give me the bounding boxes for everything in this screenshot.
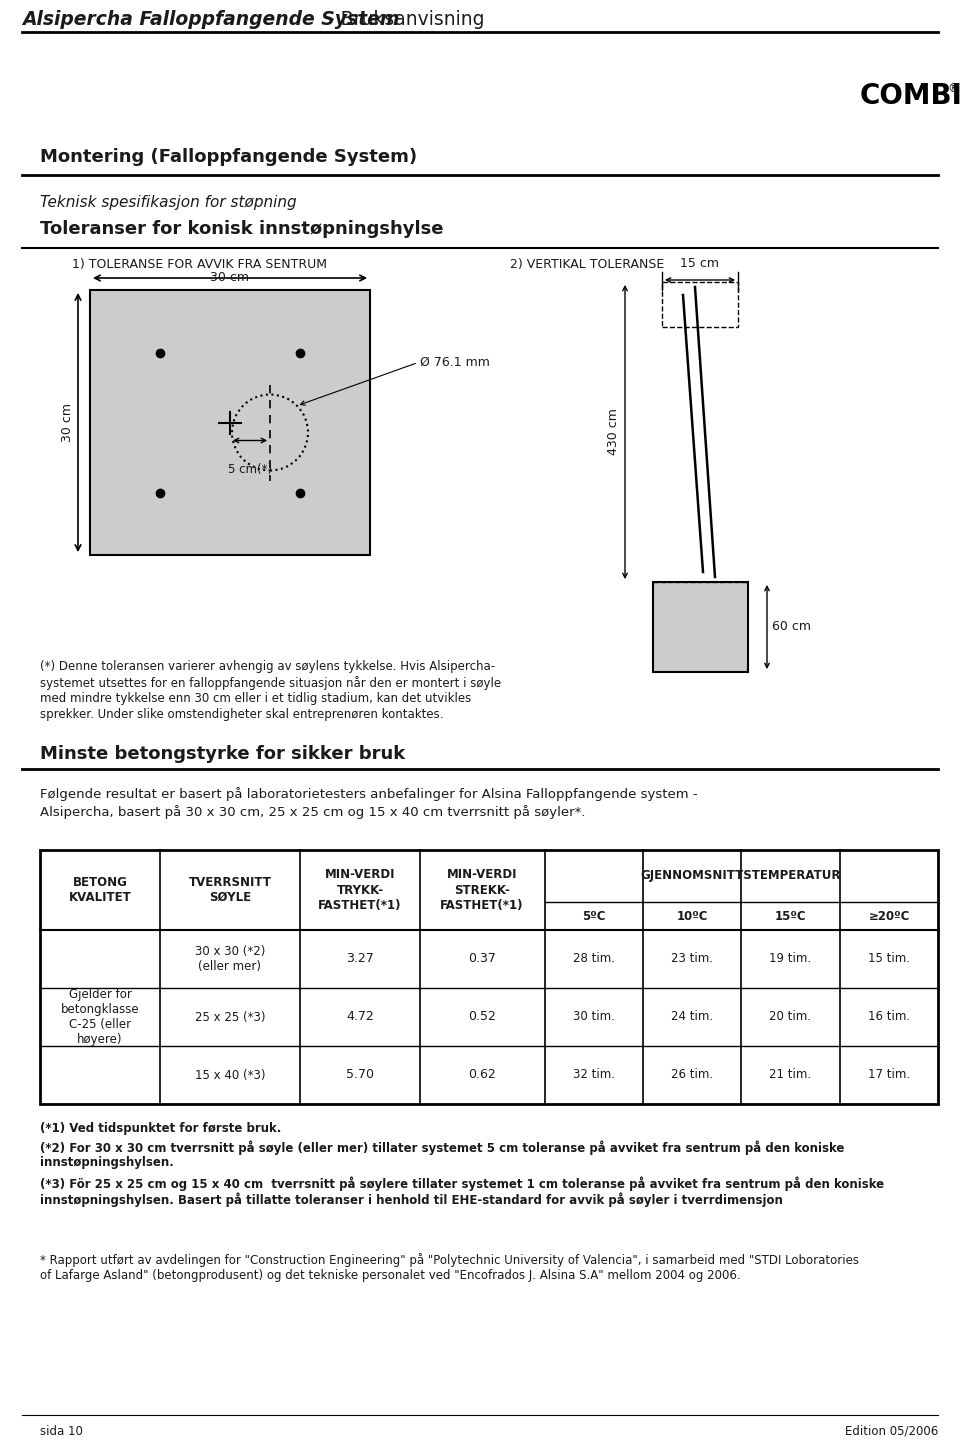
Text: 5.70: 5.70 (346, 1068, 374, 1081)
Text: Alsipercha, basert på 30 x 30 cm, 25 x 25 cm og 15 x 40 cm tverrsnitt på søyler*: Alsipercha, basert på 30 x 30 cm, 25 x 2… (40, 805, 586, 819)
Text: (*) Denne toleransen varierer avhengig av søylens tykkelse. Hvis Alsipercha-: (*) Denne toleransen varierer avhengig a… (40, 660, 495, 673)
Text: 30 cm: 30 cm (210, 271, 250, 284)
Text: TVERRSNITT
SØYLE: TVERRSNITT SØYLE (188, 875, 272, 904)
Text: COMBISAFE: COMBISAFE (860, 82, 960, 110)
Text: 2) VERTIKAL TOLERANSE: 2) VERTIKAL TOLERANSE (510, 258, 664, 271)
Text: 21 tim.: 21 tim. (769, 1068, 811, 1081)
Text: 0.62: 0.62 (468, 1068, 496, 1081)
Text: (*2) For 30 x 30 cm tverrsnitt på søyle (eller mer) tillater systemet 5 cm toler: (*2) For 30 x 30 cm tverrsnitt på søyle … (40, 1140, 845, 1155)
Text: MIN-VERDI
TRYKK-
FASTHET(*1): MIN-VERDI TRYKK- FASTHET(*1) (319, 868, 401, 912)
Text: Montering (Falloppfangende System): Montering (Falloppfangende System) (40, 148, 418, 166)
Text: - Bruksanvisning: - Bruksanvisning (322, 10, 485, 29)
Text: Gjelder for
betongklasse
C-25 (eller
høyere): Gjelder for betongklasse C-25 (eller høy… (60, 988, 139, 1046)
Text: GJENNOMSNITTSTEMPERATUR: GJENNOMSNITTSTEMPERATUR (640, 870, 841, 883)
Bar (653, 582, 748, 671)
Text: sida 10: sida 10 (40, 1425, 83, 1438)
Text: 28 tim.: 28 tim. (573, 952, 615, 965)
Text: 30 x 30 (*2)
(eller mer): 30 x 30 (*2) (eller mer) (195, 945, 265, 972)
Text: 3.27: 3.27 (347, 952, 373, 965)
Text: Edition 05/2006: Edition 05/2006 (845, 1425, 938, 1438)
Text: Alsipercha Falloppfangende System: Alsipercha Falloppfangende System (22, 10, 399, 29)
Text: Følgende resultat er basert på laboratorietesters anbefalinger for Alsina Fallop: Følgende resultat er basert på laborator… (40, 787, 698, 802)
Text: 15 cm: 15 cm (681, 258, 719, 271)
Text: * Rapport utført av avdelingen for "Construction Engineering" på "Polytechnic Un: * Rapport utført av avdelingen for "Cons… (40, 1253, 859, 1268)
Text: 16 tim.: 16 tim. (868, 1010, 910, 1023)
Text: ®: ® (948, 82, 960, 96)
Text: innstøpningshylsen.: innstøpningshylsen. (40, 1156, 174, 1169)
Text: Teknisk spesifikasjon for støpning: Teknisk spesifikasjon for støpning (40, 195, 297, 210)
Text: 32 tim.: 32 tim. (573, 1068, 615, 1081)
Text: 26 tim.: 26 tim. (671, 1068, 713, 1081)
Text: 30 cm: 30 cm (61, 404, 74, 441)
Text: ≥20ºC: ≥20ºC (868, 910, 910, 923)
Text: (*1) Ved tidspunktet for første bruk.: (*1) Ved tidspunktet for første bruk. (40, 1121, 281, 1134)
Text: of Lafarge Asland" (betongprodusent) og det tekniske personalet ved "Encofrados : of Lafarge Asland" (betongprodusent) og … (40, 1269, 740, 1282)
Text: 5 cm(*): 5 cm(*) (228, 463, 272, 476)
Text: 4.72: 4.72 (347, 1010, 373, 1023)
Text: 15 tim.: 15 tim. (868, 952, 910, 965)
Text: systemet utsettes for en falloppfangende situasjon når den er montert i søyle: systemet utsettes for en falloppfangende… (40, 676, 501, 690)
Text: 23 tim.: 23 tim. (671, 952, 713, 965)
Text: MIN-VERDI
STREKK-
FASTHET(*1): MIN-VERDI STREKK- FASTHET(*1) (441, 868, 524, 912)
Text: sprekker. Under slike omstendigheter skal entreprenøren kontaktes.: sprekker. Under slike omstendigheter ska… (40, 708, 444, 721)
Text: 0.52: 0.52 (468, 1010, 496, 1023)
Text: 15 x 40 (*3): 15 x 40 (*3) (195, 1068, 265, 1081)
Text: Minste betongstyrke for sikker bruk: Minste betongstyrke for sikker bruk (40, 745, 405, 763)
Text: 30 tim.: 30 tim. (573, 1010, 615, 1023)
Text: 17 tim.: 17 tim. (868, 1068, 910, 1081)
Bar (90, 289, 370, 556)
Text: Ø 76.1 mm: Ø 76.1 mm (420, 356, 490, 369)
Text: 1) TOLERANSE FOR AVVIK FRA SENTRUM: 1) TOLERANSE FOR AVVIK FRA SENTRUM (72, 258, 327, 271)
Text: med mindre tykkelse enn 30 cm eller i et tidlig stadium, kan det utvikles: med mindre tykkelse enn 30 cm eller i et… (40, 692, 471, 705)
Text: 0.37: 0.37 (468, 952, 496, 965)
Text: BETONG
KVALITET: BETONG KVALITET (68, 875, 132, 904)
Text: 15ºC: 15ºC (774, 910, 805, 923)
Bar (662, 282, 738, 327)
Text: 24 tim.: 24 tim. (671, 1010, 713, 1023)
Text: innstøpningshylsen. Basert på tillatte toleranser i henhold til EHE-standard for: innstøpningshylsen. Basert på tillatte t… (40, 1192, 782, 1207)
Text: (*3) För 25 x 25 cm og 15 x 40 cm  tverrsnitt på søylere tillater systemet 1 cm : (*3) För 25 x 25 cm og 15 x 40 cm tverrs… (40, 1176, 884, 1191)
Text: 60 cm: 60 cm (772, 621, 811, 634)
Text: 5ºC: 5ºC (583, 910, 606, 923)
Text: 430 cm: 430 cm (607, 408, 620, 456)
Text: 10ºC: 10ºC (676, 910, 708, 923)
Text: Toleranser for konisk innstøpningshylse: Toleranser for konisk innstøpningshylse (40, 220, 444, 237)
Bar (40, 849, 938, 1104)
Text: 25 x 25 (*3): 25 x 25 (*3) (195, 1010, 265, 1023)
Text: 19 tim.: 19 tim. (769, 952, 811, 965)
Text: 20 tim.: 20 tim. (769, 1010, 811, 1023)
